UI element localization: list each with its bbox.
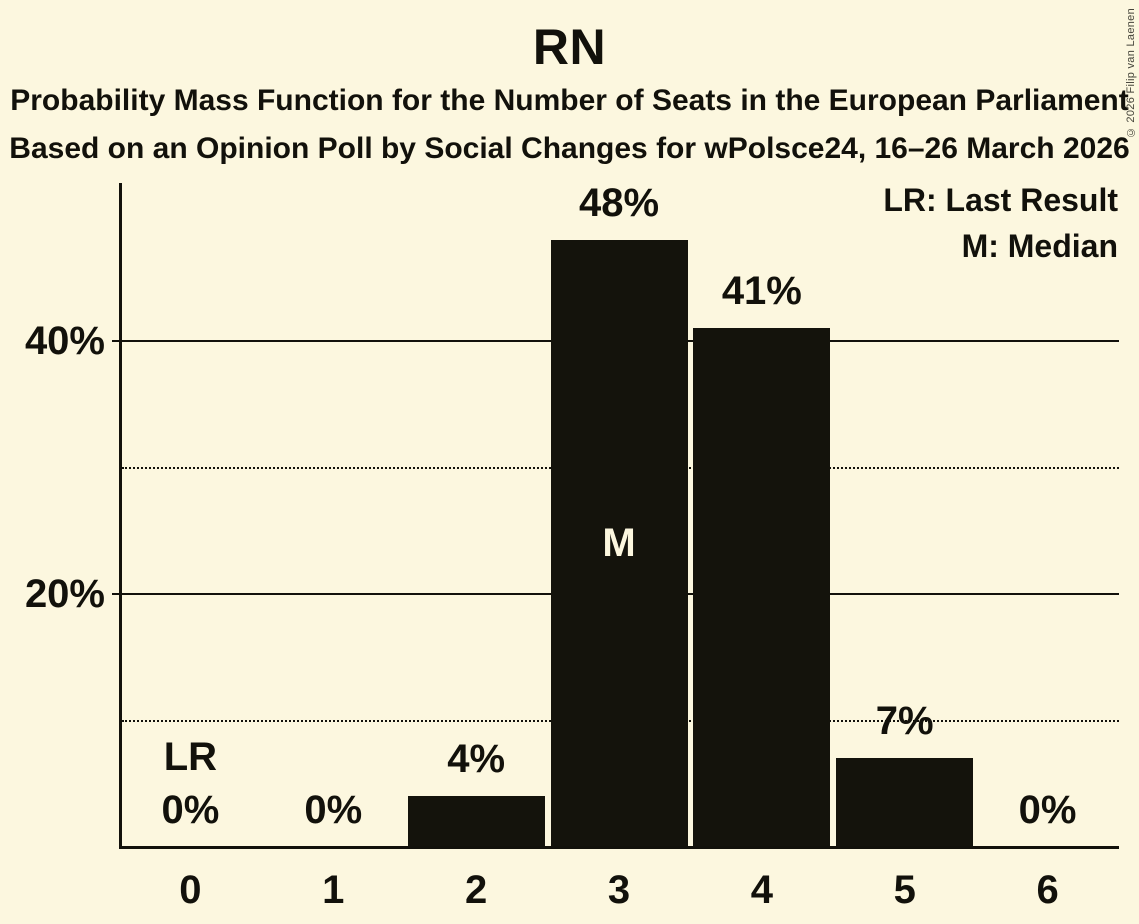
y-tick-label: 40%	[24, 319, 105, 363]
chart-subtitle: Probability Mass Function for the Number…	[10, 84, 1129, 117]
bar-value-label: 48%	[578, 180, 660, 225]
bar	[836, 758, 974, 847]
chart-title: RN	[532, 19, 607, 75]
x-axis	[119, 846, 1119, 849]
bar-value-label: 0%	[161, 788, 220, 832]
x-tick-label: 2	[465, 868, 488, 912]
x-tick-label: 4	[750, 868, 773, 912]
x-tick-label: 6	[1036, 868, 1059, 912]
copyright-text: © 2026 Filip van Laenen	[1125, 8, 1137, 139]
chart-source-subtitle: Based on an Opinion Poll by Social Chang…	[9, 132, 1130, 165]
y-axis	[119, 183, 122, 849]
bar-value-label: 4%	[447, 737, 506, 782]
bar-value-label: 41%	[721, 269, 802, 314]
x-tick-label: 1	[322, 868, 345, 912]
x-tick-label: 3	[607, 868, 631, 912]
last-result-label: LR	[163, 735, 218, 779]
y-tick-label: 20%	[24, 572, 105, 616]
bar	[407, 796, 545, 847]
bar-value-label: 0%	[1018, 788, 1077, 832]
legend-last-result: LR: Last Result	[883, 182, 1118, 218]
bar	[693, 328, 831, 847]
legend-median: M: Median	[961, 228, 1118, 264]
bar	[550, 239, 688, 847]
bar-value-label: 7%	[875, 699, 934, 744]
bar-value-label: 0%	[304, 788, 363, 832]
x-tick-label: 5	[893, 868, 916, 912]
median-label: M	[602, 521, 636, 566]
x-tick-label: 0	[179, 868, 202, 912]
